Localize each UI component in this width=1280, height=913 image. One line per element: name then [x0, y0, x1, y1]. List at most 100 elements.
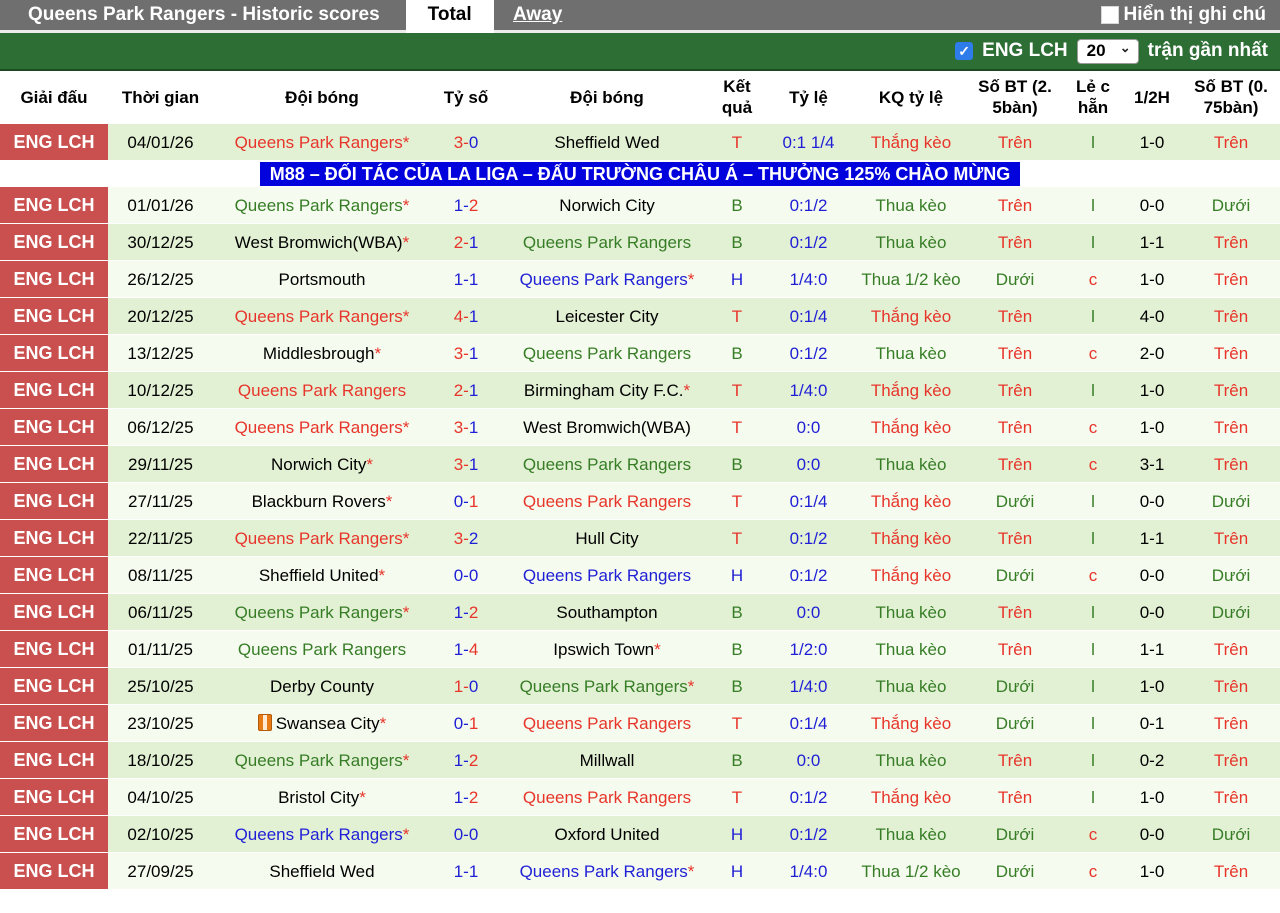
home-team-cell: Queens Park Rangers*	[213, 815, 431, 853]
handicap-odds: 0:1/2	[761, 815, 856, 853]
match-row: ENG LCH 22/11/25 Queens Park Rangers* 3-2 Hu…	[0, 519, 1280, 557]
odd-even: c	[1064, 556, 1122, 594]
first-half-score: 1-1	[1122, 630, 1182, 668]
handicap-odds: 1/4:0	[761, 852, 856, 889]
match-row: ENG LCH 04/10/25 Bristol City* 1-2 Queens Pa…	[0, 778, 1280, 816]
first-half-score: 0-0	[1122, 593, 1182, 631]
home-score: 0	[453, 713, 464, 733]
match-date: 26/12/25	[108, 260, 213, 298]
m88-ad-banner[interactable]: M88 – ĐỐI TÁC CỦA LA LIGA – ĐẤU TRƯỜNG C…	[259, 161, 1021, 186]
match-row: ENG LCH 27/11/25 Blackburn Rovers* 0-1 Queen…	[0, 482, 1280, 520]
league-badge: ENG LCH	[0, 223, 108, 261]
first-half-score: 1-0	[1122, 667, 1182, 705]
match-result: T	[713, 482, 761, 520]
away-team-name: Sheffield Wed	[554, 132, 660, 152]
over-under-0-75: Trên	[1182, 334, 1280, 372]
match-date: 30/12/25	[108, 223, 213, 261]
away-score: 1	[468, 232, 479, 252]
away-score: 1	[468, 380, 479, 400]
league-badge: ENG LCH	[0, 445, 108, 483]
column-header: Lẻ c hẵn	[1064, 71, 1122, 124]
match-row: ENG LCH 30/12/25 West Bromwich(WBA)* 2-1 Que…	[0, 223, 1280, 261]
match-count-select[interactable]: 20 ⌄	[1076, 38, 1139, 64]
score-dash: -	[463, 639, 469, 659]
score-cell: 3-1	[431, 334, 501, 372]
away-team-cell: Queens Park Rangers*	[501, 667, 713, 705]
column-header: Số BT (0. 75bàn)	[1182, 71, 1280, 124]
away-team-name: Birmingham City F.C.	[523, 380, 684, 400]
first-half-score: 0-1	[1122, 704, 1182, 742]
away-team-name: West Bromwich(WBA)	[523, 417, 691, 437]
tab-away[interactable]: Away	[513, 4, 563, 25]
first-half-score: 1-1	[1122, 223, 1182, 261]
handicap-odds: 0:1/2	[761, 519, 856, 557]
home-team-name: Queens Park Rangers	[234, 824, 403, 844]
home-team-cell: Blackburn Rovers*	[213, 482, 431, 520]
away-score: 2	[468, 602, 479, 622]
score-dash: -	[463, 528, 469, 548]
score-cell: 1-2	[431, 186, 501, 224]
away-team-cell: Southampton	[501, 593, 713, 631]
league-badge: ENG LCH	[0, 186, 108, 224]
home-team-name: Sheffield United	[258, 565, 379, 585]
home-score: 3	[453, 454, 464, 474]
home-advantage-star: *	[687, 269, 695, 289]
column-header: Kết quả	[713, 71, 761, 124]
over-under-0-75: Trên	[1182, 371, 1280, 409]
home-team-cell: West Bromwich(WBA)*	[213, 223, 431, 261]
match-date: 01/11/25	[108, 630, 213, 668]
away-score: 2	[468, 787, 479, 807]
score-cell: 1-4	[431, 630, 501, 668]
match-row: ENG LCH 01/01/26 Queens Park Rangers* 1-2 No…	[0, 186, 1280, 224]
odd-even: l	[1064, 593, 1122, 631]
match-row: ENG LCH 25/10/25 Derby County 1-0 Queens Par…	[0, 667, 1280, 705]
score-cell: 0-0	[431, 815, 501, 853]
home-team-name: Queens Park Rangers	[234, 132, 403, 152]
home-advantage-star: *	[402, 306, 410, 326]
score-dash: -	[463, 713, 469, 733]
first-half-score: 1-0	[1122, 852, 1182, 889]
match-result: T	[713, 123, 761, 161]
over-under-2-5: Dưới	[966, 852, 1064, 889]
first-half-score: 0-2	[1122, 741, 1182, 779]
away-score: 0	[468, 565, 479, 585]
checkbox-unchecked-icon[interactable]	[1100, 6, 1119, 24]
score-dash: -	[463, 787, 469, 807]
ad-banner-cell: M88 – ĐỐI TÁC CỦA LA LIGA – ĐẤU TRƯỜNG C…	[0, 160, 1280, 187]
home-advantage-star: *	[374, 343, 382, 363]
match-result: B	[713, 223, 761, 261]
match-row: ENG LCH 02/10/25 Queens Park Rangers* 0-0 Ox…	[0, 815, 1280, 853]
odds-result: Thua kèo	[856, 741, 966, 779]
handicap-odds: 0:0	[761, 408, 856, 446]
odd-even: c	[1064, 408, 1122, 446]
over-under-0-75: Trên	[1182, 445, 1280, 483]
column-header: Thời gian	[108, 71, 213, 124]
score-cell: 1-1	[431, 852, 501, 889]
odds-result: Thua kèo	[856, 815, 966, 853]
home-advantage-star: *	[687, 861, 695, 881]
chevron-down-icon: ⌄	[1119, 39, 1131, 55]
home-score: 1	[453, 639, 464, 659]
away-team-name: Queens Park Rangers	[522, 565, 692, 585]
odds-result: Thua kèo	[856, 593, 966, 631]
over-under-0-75: Trên	[1182, 704, 1280, 742]
column-header: KQ tỷ lệ	[856, 71, 966, 124]
away-team-name: Oxford United	[554, 824, 660, 844]
odds-result: Thua kèo	[856, 334, 966, 372]
column-header: Tỷ lệ	[761, 71, 856, 124]
tab-total[interactable]: Total	[405, 0, 494, 33]
away-team-cell: Leicester City	[501, 297, 713, 335]
show-notes-toggle[interactable]: Hiển thị ghi chú	[1100, 0, 1280, 30]
team-badge-icon	[257, 713, 272, 731]
over-under-2-5: Dưới	[966, 260, 1064, 298]
home-team-cell: Norwich City*	[213, 445, 431, 483]
league-checkbox-checked-icon[interactable]: ✓	[955, 42, 974, 60]
handicap-odds: 0:1/2	[761, 778, 856, 816]
score-dash: -	[463, 343, 469, 363]
home-team-name: Sheffield Wed	[269, 861, 375, 881]
home-advantage-star: *	[687, 676, 695, 696]
over-under-0-75: Trên	[1182, 297, 1280, 335]
over-under-0-75: Trên	[1182, 408, 1280, 446]
ad-banner-row: M88 – ĐỐI TÁC CỦA LA LIGA – ĐẤU TRƯỜNG C…	[0, 160, 1280, 187]
handicap-odds: 0:1 1/4	[761, 123, 856, 161]
